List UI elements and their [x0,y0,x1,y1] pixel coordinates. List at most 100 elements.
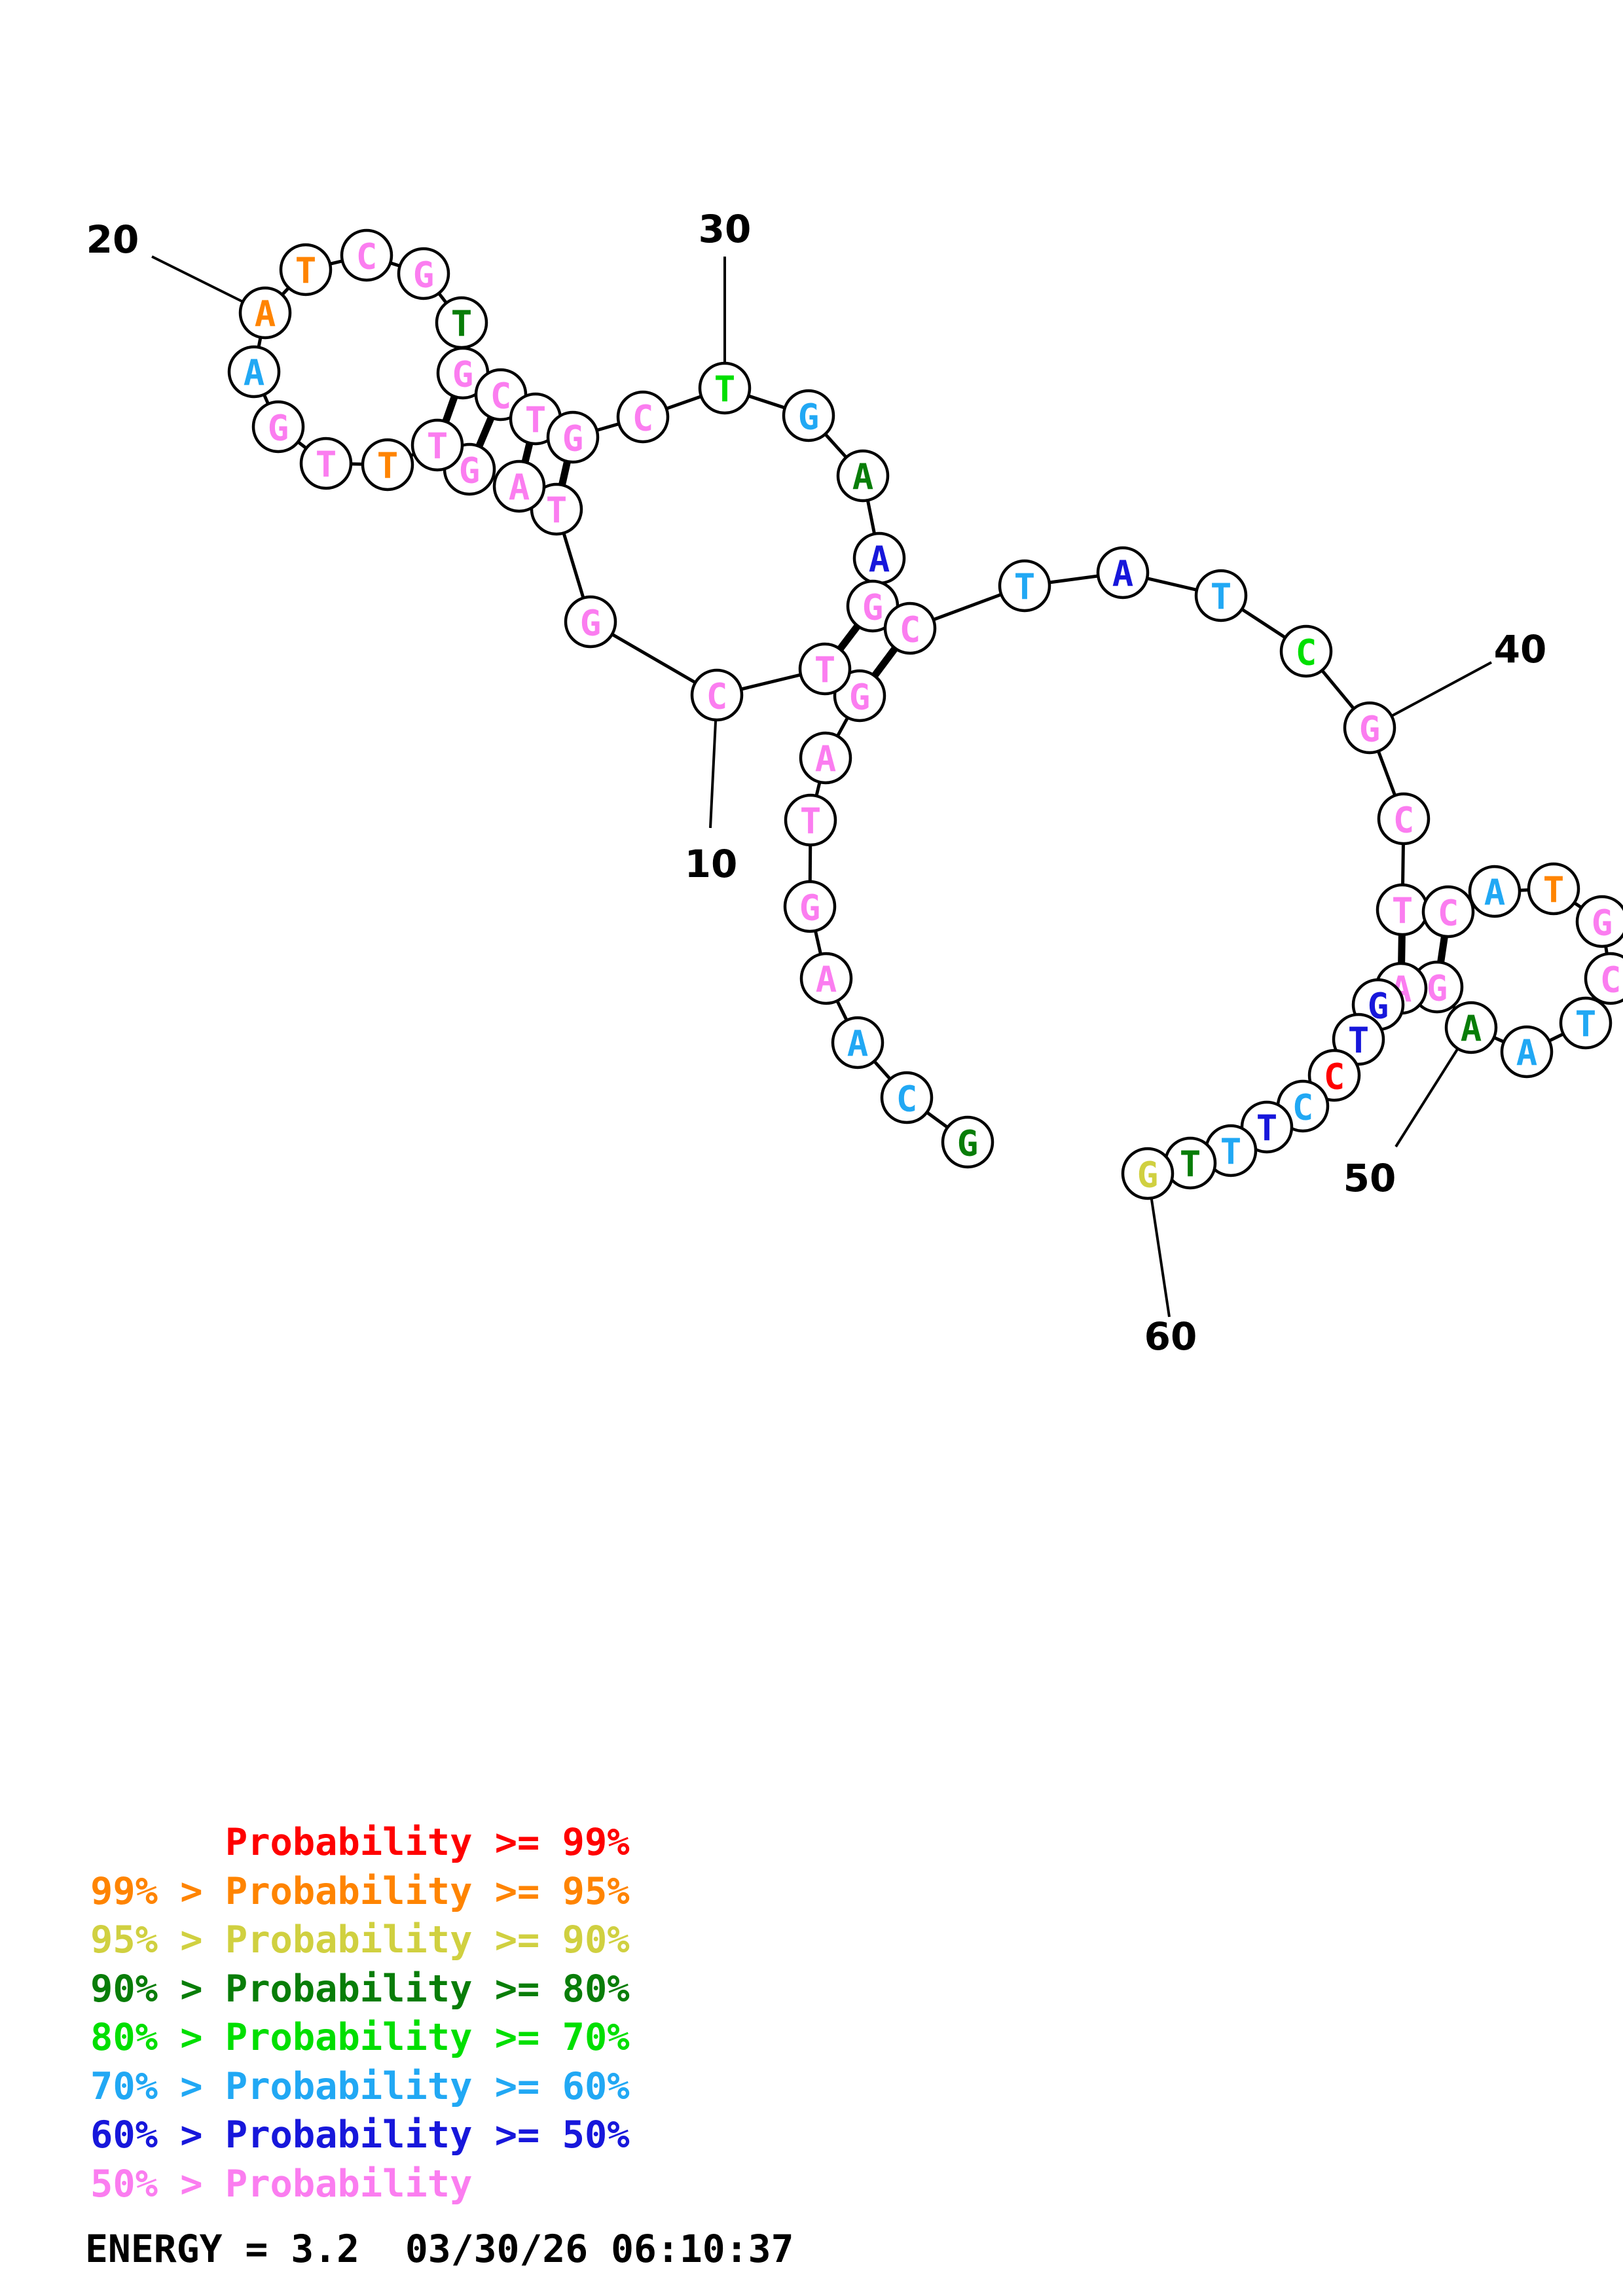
legend-line: 99% > Probability >= 95% [90,1869,630,1913]
legend-line: 90% > Probability >= 80% [90,1967,630,2011]
base-letter: A [255,294,276,335]
base-circle [1444,1001,1498,1054]
energy-annotation: ENERGY = 3.2 03/30/26 06:10:37 [85,2227,794,2271]
base-circle [492,459,546,513]
base-letter: A [852,457,874,498]
base-letter: G [268,408,289,449]
base-circle [1194,569,1248,622]
base-letter: G [849,677,871,718]
base-letter: T [427,426,448,467]
base-letter: A [847,1024,869,1065]
base-letter: T [1575,1004,1597,1045]
base-letter: G [957,1123,979,1164]
base-letter: A [509,467,530,509]
base-letter: T [1014,567,1036,608]
base-letter: C [1292,1087,1314,1128]
base-letter: G [580,603,602,644]
base-circle [1559,996,1613,1050]
legend-line: 70% > Probability >= 60% [90,2064,630,2108]
base-letter: C [900,609,921,651]
base-letter: C [896,1079,918,1120]
base-letter: C [1600,960,1622,1001]
base-letter: A [815,739,837,780]
base-circle [690,668,744,722]
base-circle [799,952,853,1005]
base-letter: T [1348,1020,1370,1062]
base-letter: G [1427,968,1448,1009]
base-circle [880,1071,934,1124]
base-letter: G [413,255,435,296]
base-letter: G [862,587,884,628]
base-circle [1468,865,1522,918]
base-circle [251,400,305,454]
base-circle [1307,1049,1361,1102]
base-letter: G [799,888,821,929]
base-letter: T [525,400,547,441]
base-circle [1096,546,1150,600]
base-letter: C [1393,800,1415,841]
base-letter: A [1484,872,1506,914]
base-letter: A [1516,1033,1538,1074]
base-circle [546,410,600,464]
base-circle [784,793,837,847]
base-circle [340,228,393,282]
base-circle [1500,1025,1554,1079]
base-letter: T [316,444,337,486]
position-label: 60 [1144,1314,1197,1359]
base-circle [1584,952,1623,1005]
base-circle [831,1016,884,1069]
legend-line: 50% > Probability [90,2162,473,2206]
base-letter: T [546,490,568,531]
base-letter: A [1112,554,1134,595]
legend-line: 60% > Probability >= 50% [90,2113,630,2157]
base-letter: C [1324,1056,1345,1098]
base-circle [941,1115,994,1169]
base-letter: T [295,251,317,292]
base-circle [279,243,333,296]
position-label: 10 [685,842,738,886]
base-circle [883,601,937,655]
base-circle [836,449,890,503]
base-circle [833,669,886,723]
base-letter: G [459,450,481,492]
probability-legend: Probability >= 99% 99% > Probability >= 9… [90,1818,630,2208]
base-letter: A [1461,1009,1482,1050]
base-letter: C [490,376,512,417]
base-letter: G [452,354,474,395]
base-letter: C [1296,632,1317,673]
legend-line: 95% > Probability >= 90% [90,1918,630,1962]
base-letter: T [814,650,836,691]
base-circle [564,595,617,649]
base-letter: C [632,398,654,439]
base-circle [698,361,752,415]
base-letter: T [714,369,736,410]
base-circle [299,437,353,490]
base-letter: A [816,960,837,1001]
base-letter: T [1180,1144,1201,1185]
position-label: 30 [699,207,752,251]
base-letter: T [1256,1108,1278,1149]
base-letter: G [798,397,820,438]
base-circle [783,880,837,933]
base-letter: C [1438,893,1459,934]
base-circle [616,390,670,444]
base-circle [799,731,852,785]
base-letter: G [1359,709,1381,750]
base-circle [1527,862,1580,916]
base-letter: T [1392,891,1413,932]
base-circle [397,247,450,300]
base-circle [238,286,292,340]
base-letter: G [562,418,584,459]
base-circle [410,418,464,472]
base-letter: A [869,539,890,581]
base-letter: A [244,353,265,394]
base-circle [1121,1147,1175,1200]
base-circle [1421,885,1475,939]
base-letter: T [377,446,399,487]
legend-line: 80% > Probability >= 70% [90,2016,630,2059]
position-label: 40 [1494,627,1547,672]
base-letter: T [1220,1132,1242,1173]
legend-line: Probability >= 99% [90,1821,630,1864]
base-circle [1279,624,1333,678]
